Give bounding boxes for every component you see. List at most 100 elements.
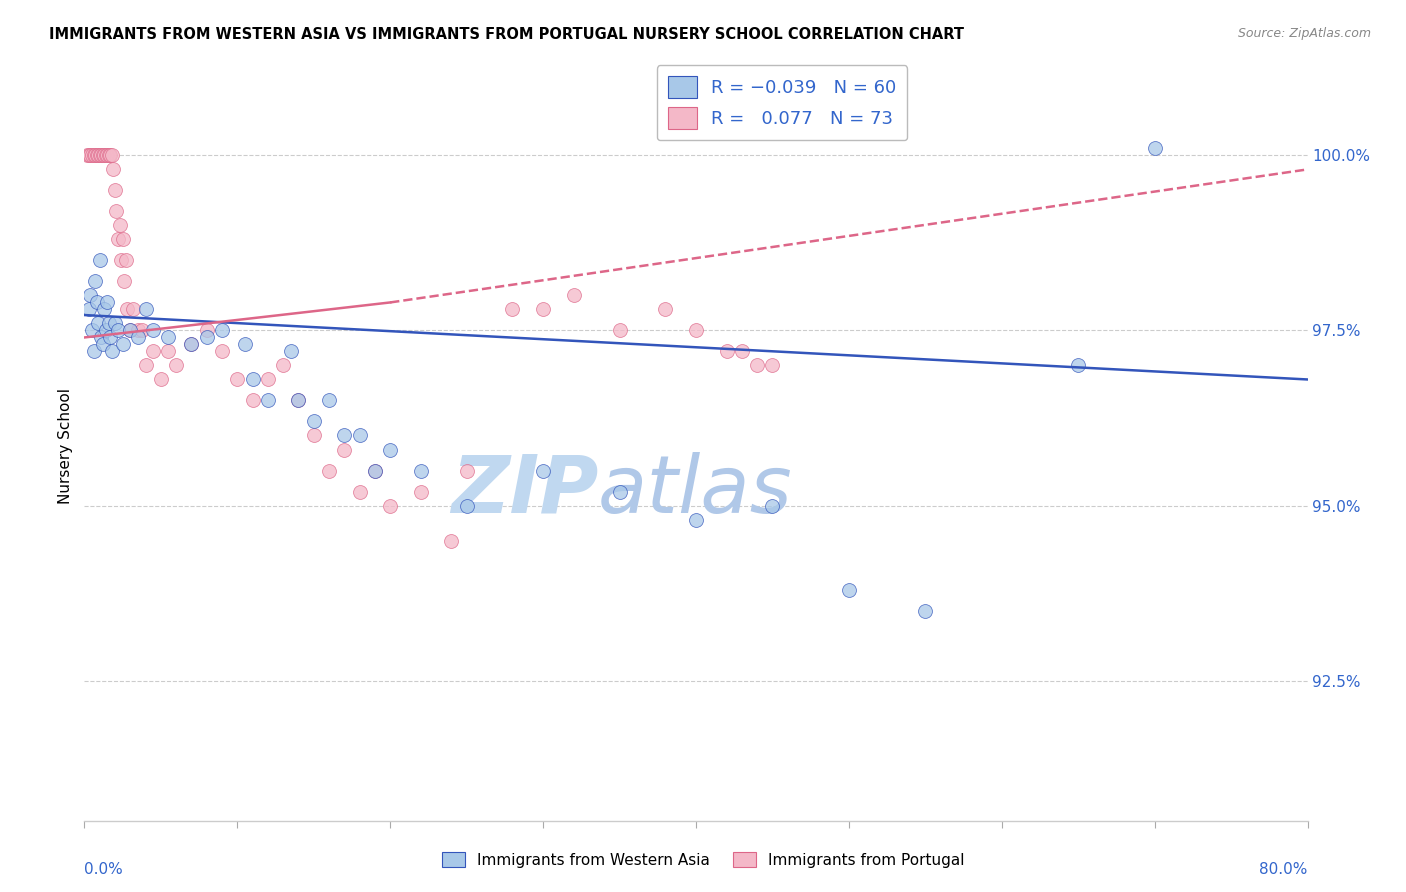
Point — [80, 323, 103, 337]
Point — [127, 330, 149, 344]
Point — [115, 302, 138, 317]
Point — [211, 323, 233, 337]
Text: Source: ZipAtlas.com: Source: ZipAtlas.com — [1237, 27, 1371, 40]
Point — [157, 344, 180, 359]
Point — [79, 288, 101, 302]
Point — [838, 582, 860, 597]
Point — [101, 148, 124, 162]
Point — [364, 463, 387, 477]
Point — [94, 323, 117, 337]
Point — [94, 148, 117, 162]
Point — [149, 372, 172, 386]
Point — [90, 330, 112, 344]
Point — [380, 499, 402, 513]
Point — [76, 148, 98, 162]
Point — [302, 428, 325, 442]
Point — [456, 499, 478, 513]
Point — [287, 393, 309, 408]
Point — [142, 323, 165, 337]
Point — [287, 393, 309, 408]
Point — [440, 533, 463, 548]
Point — [1143, 141, 1166, 155]
Point — [103, 162, 125, 177]
Point — [318, 393, 340, 408]
Point — [120, 323, 142, 337]
Point — [180, 337, 202, 351]
Text: 80.0%: 80.0% — [1260, 862, 1308, 877]
Point — [120, 323, 142, 337]
Point — [211, 344, 233, 359]
Point — [86, 148, 108, 162]
Point — [685, 323, 707, 337]
Point — [349, 484, 371, 499]
Point — [242, 372, 264, 386]
Text: IMMIGRANTS FROM WESTERN ASIA VS IMMIGRANTS FROM PORTUGAL NURSERY SCHOOL CORRELAT: IMMIGRANTS FROM WESTERN ASIA VS IMMIGRAN… — [49, 27, 965, 42]
Legend: R = −0.039   N = 60, R =   0.077   N = 73: R = −0.039 N = 60, R = 0.077 N = 73 — [657, 65, 907, 140]
Point — [349, 428, 371, 442]
Point — [110, 253, 132, 268]
Point — [226, 372, 249, 386]
Point — [107, 232, 129, 246]
Point — [280, 344, 302, 359]
Point — [104, 317, 127, 331]
Point — [761, 499, 783, 513]
Point — [77, 148, 100, 162]
Point — [77, 302, 100, 317]
Point — [1067, 359, 1090, 373]
Y-axis label: Nursery School: Nursery School — [58, 388, 73, 504]
Point — [93, 148, 115, 162]
Point — [333, 428, 356, 442]
Point — [91, 148, 114, 162]
Point — [302, 415, 325, 429]
Point — [101, 344, 124, 359]
Point — [114, 253, 136, 268]
Point — [122, 302, 145, 317]
Text: atlas: atlas — [598, 452, 793, 530]
Point — [531, 463, 554, 477]
Point — [131, 323, 153, 337]
Point — [91, 337, 114, 351]
Point — [104, 183, 127, 197]
Point — [111, 232, 134, 246]
Point — [165, 359, 187, 373]
Point — [84, 148, 107, 162]
Point — [79, 148, 101, 162]
Point — [195, 330, 218, 344]
Point — [364, 463, 387, 477]
Point — [731, 344, 754, 359]
Point — [914, 603, 936, 617]
Point — [112, 275, 135, 289]
Point — [97, 148, 120, 162]
Point — [89, 253, 111, 268]
Point — [83, 148, 105, 162]
Point — [86, 295, 108, 310]
Point — [257, 372, 280, 386]
Point — [107, 323, 129, 337]
Legend: Immigrants from Western Asia, Immigrants from Portugal: Immigrants from Western Asia, Immigrants… — [436, 846, 970, 873]
Point — [108, 219, 131, 233]
Point — [135, 359, 157, 373]
Point — [84, 275, 107, 289]
Point — [531, 302, 554, 317]
Point — [87, 148, 110, 162]
Point — [271, 359, 294, 373]
Point — [96, 295, 118, 310]
Point — [195, 323, 218, 337]
Point — [233, 337, 256, 351]
Point — [318, 463, 340, 477]
Point — [333, 442, 356, 457]
Point — [96, 148, 118, 162]
Point — [456, 463, 478, 477]
Text: ZIP: ZIP — [451, 452, 598, 530]
Point — [127, 323, 149, 337]
Point — [142, 344, 165, 359]
Point — [90, 148, 112, 162]
Point — [83, 344, 105, 359]
Point — [135, 302, 157, 317]
Point — [87, 317, 110, 331]
Point — [562, 288, 585, 302]
Point — [80, 148, 103, 162]
Point — [157, 330, 180, 344]
Point — [257, 393, 280, 408]
Point — [93, 302, 115, 317]
